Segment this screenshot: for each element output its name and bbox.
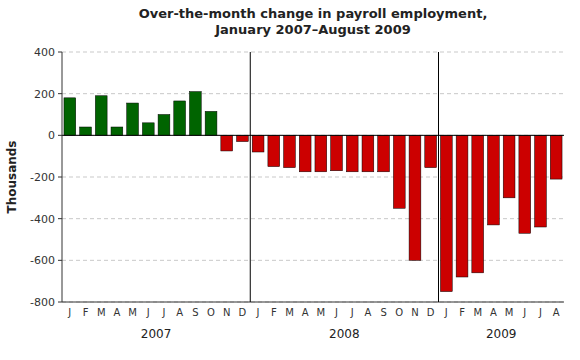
x-tick-label: F — [83, 307, 89, 318]
zero-line — [62, 135, 564, 136]
bar — [362, 135, 374, 171]
x-tick-label: A — [176, 307, 183, 318]
bar — [268, 135, 280, 166]
year-label: 2008 — [329, 327, 360, 341]
x-tick-label: J — [67, 307, 71, 318]
x-tick-label: F — [459, 307, 465, 318]
bar — [519, 135, 531, 233]
bar — [503, 135, 515, 198]
title: Over-the-month change in payroll employm… — [139, 6, 488, 37]
y-tick-label: 200 — [34, 88, 55, 101]
bar — [425, 135, 437, 167]
bar — [80, 127, 92, 135]
y-tick-label: 0 — [48, 129, 55, 142]
x-tick-label: A — [113, 307, 120, 318]
bar — [174, 101, 186, 135]
bar — [535, 135, 547, 227]
y-tick-label: -800 — [30, 296, 55, 309]
bar — [315, 135, 327, 171]
title-line: January 2007–August 2009 — [214, 22, 411, 37]
x-tick-label: M — [285, 307, 294, 318]
x-tick-label: J — [522, 307, 526, 318]
bar — [95, 96, 107, 136]
x-tick-label: J — [350, 307, 354, 318]
x-tick-label: M — [505, 307, 514, 318]
y-tick-label: -400 — [30, 213, 55, 226]
y-tick — [58, 218, 62, 219]
year-label: 2007 — [141, 327, 172, 341]
grid-line — [62, 302, 564, 303]
x-tick-label: J — [334, 307, 338, 318]
x-tick-label: M — [317, 307, 326, 318]
x-tick-label: N — [411, 307, 418, 318]
x-tick-label: D — [427, 307, 435, 318]
bar — [550, 135, 562, 179]
bar — [472, 135, 484, 272]
x-tick-label: A — [490, 307, 497, 318]
bar — [284, 135, 296, 167]
x-tick-label: O — [395, 307, 403, 318]
y-tick-label: -200 — [30, 171, 55, 184]
bar — [346, 135, 358, 171]
bar — [142, 123, 154, 136]
x-tick-label: A — [364, 307, 371, 318]
bar — [409, 135, 421, 260]
bar — [64, 98, 76, 136]
x-tick-label: S — [192, 307, 198, 318]
x-tick-label: N — [223, 307, 230, 318]
y-tick — [58, 260, 62, 261]
x-tick-label: F — [271, 307, 277, 318]
y-tick — [58, 302, 62, 303]
y-tick — [58, 52, 62, 53]
title-line: Over-the-month change in payroll employm… — [139, 6, 488, 21]
bar — [331, 135, 343, 170]
bar — [440, 135, 452, 291]
bar — [158, 115, 170, 136]
x-tick-label: O — [207, 307, 215, 318]
bar — [488, 135, 500, 225]
x-tick-label: M — [473, 307, 482, 318]
bar — [127, 103, 139, 135]
x-tick-label: A — [553, 307, 560, 318]
bar — [111, 127, 123, 135]
x-tick-label: D — [239, 307, 247, 318]
bar — [252, 135, 264, 152]
y-tick — [58, 135, 62, 136]
x-tick-label: A — [302, 307, 309, 318]
bar — [205, 111, 217, 135]
x-tick-label: J — [256, 307, 260, 318]
chart: -800-600-400-2000200400JFMAMJJASONDJFMAM… — [0, 0, 580, 360]
x-tick-label: M — [97, 307, 106, 318]
year-divider — [438, 52, 439, 302]
grid-line — [62, 135, 564, 136]
bar — [221, 135, 233, 151]
x-tick-label: J — [538, 307, 542, 318]
x-axis — [62, 302, 564, 303]
bar — [299, 135, 311, 171]
x-tick-label: J — [161, 307, 165, 318]
y-tick-label: 400 — [34, 46, 55, 59]
grid-line — [62, 52, 564, 53]
grid-line — [62, 260, 564, 261]
x-tick-label: S — [380, 307, 386, 318]
year-divider — [250, 52, 251, 302]
y-tick — [58, 177, 62, 178]
bar — [456, 135, 468, 277]
bars — [64, 92, 562, 292]
y-axis-label: Thousands — [5, 140, 19, 213]
bar — [378, 135, 390, 171]
y-tick — [58, 93, 62, 94]
bar — [189, 92, 201, 136]
x-tick-label: M — [128, 307, 137, 318]
grid-line — [62, 93, 564, 94]
y-axis — [62, 52, 63, 302]
x-tick-label: J — [146, 307, 150, 318]
year-label: 2009 — [486, 327, 517, 341]
bar — [237, 135, 249, 141]
y-tick-label: -600 — [30, 254, 55, 267]
bar — [393, 135, 405, 208]
x-tick-label: J — [444, 307, 448, 318]
